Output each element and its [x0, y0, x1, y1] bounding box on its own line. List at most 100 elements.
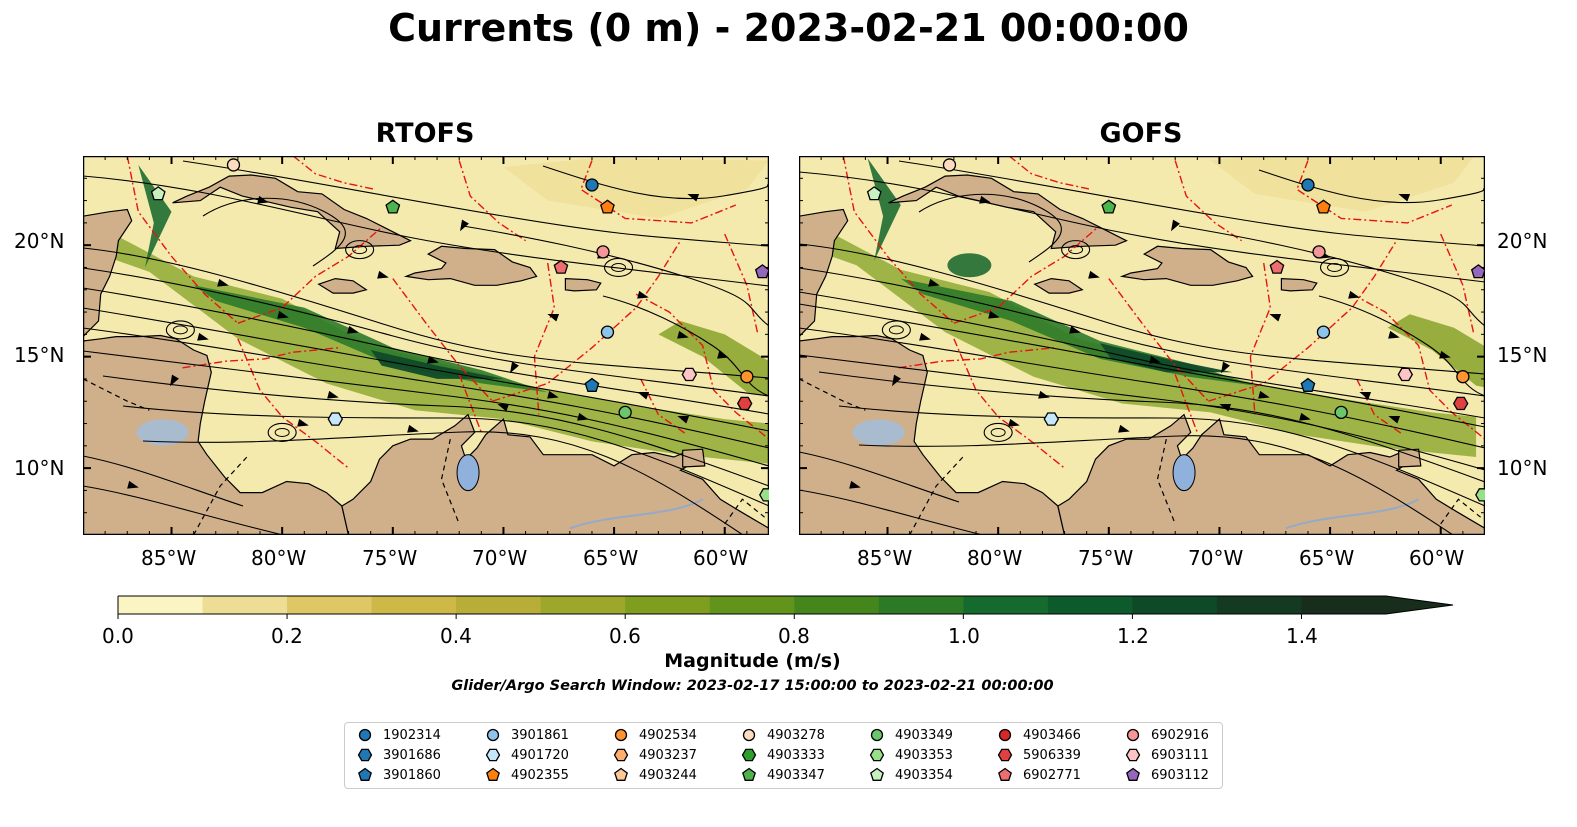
float-marker-4903353	[759, 488, 769, 502]
float-marker-6903111	[1397, 367, 1414, 382]
legend-marker	[614, 728, 628, 742]
streamline	[462, 225, 769, 327]
eez-boundary	[237, 338, 349, 469]
legend-entry: 6903111	[1125, 746, 1209, 764]
legend-marker	[741, 748, 757, 762]
legend-entry: 1902314	[357, 726, 441, 744]
legend-marker-circle-icon	[870, 728, 884, 742]
legend-marker-pentagon-icon	[998, 767, 1012, 781]
eez-boundary	[953, 338, 1065, 469]
streamline	[83, 247, 769, 379]
streamline-arrowhead	[1258, 390, 1270, 399]
streamline-arrowhead	[347, 325, 359, 334]
colorbar-segment	[456, 596, 542, 614]
eez-boundary	[1174, 374, 1198, 433]
streamline-eddy	[172, 325, 188, 335]
eez-boundary	[237, 226, 383, 324]
eez-boundary	[1356, 378, 1404, 436]
colorbar-extend-arrow	[1386, 596, 1453, 614]
streamline-arrowhead	[497, 403, 510, 412]
streamline-arrowhead	[427, 355, 439, 364]
river-line	[569, 498, 704, 530]
legend-entry: 4902534	[613, 726, 697, 744]
colorbar-tick-label: 1.2	[1117, 624, 1149, 648]
x-tick-label: 85°W	[141, 546, 197, 570]
colorbar-tick-label: 0.0	[102, 624, 134, 648]
y-tick-label: 10°N	[1497, 456, 1548, 480]
float-marker-5906339	[1452, 396, 1469, 411]
map-frame	[83, 156, 769, 535]
float-marker-3901860	[584, 377, 600, 392]
eez-boundary	[392, 278, 493, 402]
float-marker-4903349	[1334, 405, 1348, 420]
rtofs-current-map	[83, 156, 769, 535]
streamline	[83, 455, 244, 507]
legend-marker	[613, 748, 629, 762]
y-tick-label: 20°N	[1497, 229, 1548, 253]
float-marker-4902534	[740, 370, 754, 384]
legend-label: 4903347	[767, 767, 825, 783]
colorbar-segment	[794, 596, 880, 614]
float-marker-3901861	[1316, 325, 1331, 339]
streamline	[799, 451, 960, 503]
streamline-arrowhead	[988, 310, 1000, 319]
legend-label: 3901686	[383, 747, 441, 763]
eez-boundary	[953, 226, 1099, 324]
legend-marker	[869, 748, 885, 762]
legend-label: 4902355	[511, 767, 569, 783]
legend-marker	[998, 767, 1012, 781]
legend-marker-pentagon-icon	[486, 767, 500, 781]
colorbar-segment	[709, 596, 795, 614]
search-window-caption: Glider/Argo Search Window: 2023-02-17 15…	[451, 678, 1054, 694]
streamline	[799, 489, 985, 535]
streamline-arrowhead	[717, 350, 729, 359]
legend-label: 4903333	[767, 747, 825, 763]
legend-entry: 4903333	[741, 746, 825, 764]
legend-marker	[1126, 728, 1140, 742]
streamline-arrowhead	[1149, 355, 1161, 364]
eez-boundary	[533, 262, 556, 415]
legend-marker-pentagon-icon	[358, 767, 372, 781]
colorbar-segment	[963, 596, 1049, 614]
float-marker-4903278	[942, 158, 957, 172]
current-speed-band	[1100, 343, 1233, 373]
streamline-arrowhead	[637, 290, 649, 299]
legend-marker	[870, 728, 884, 742]
legend-entry: 4903244	[613, 766, 697, 784]
streamline-arrowhead	[297, 418, 309, 427]
eez-boundary	[1296, 160, 1453, 224]
eez-boundary	[458, 160, 526, 242]
streamline-arrowhead	[1348, 290, 1360, 299]
legend-marker	[358, 767, 372, 781]
streamline-arrowhead	[327, 390, 339, 399]
legend-entry: 4903466	[997, 726, 1081, 744]
streamline-eddy	[1319, 257, 1350, 278]
legend-marker	[997, 748, 1013, 762]
streamline	[83, 307, 769, 432]
streamline-arrowhead	[1221, 361, 1230, 374]
legend-marker	[1126, 767, 1140, 781]
x-tick-label: 80°W	[251, 546, 307, 570]
country-border	[1440, 498, 1481, 525]
legend-entry: 4902355	[485, 766, 569, 784]
float-marker-4903347	[1101, 199, 1117, 214]
x-tick-label: 75°W	[362, 546, 418, 570]
eez-boundary	[1108, 278, 1209, 402]
eez-boundary	[1174, 160, 1242, 242]
colorbar-segment	[540, 596, 626, 614]
eez-boundary	[292, 156, 376, 191]
streamline-arrowhead	[217, 278, 229, 287]
streamline	[83, 287, 769, 415]
legend-entry: 5906339	[997, 746, 1081, 764]
streamline-arrowhead	[1269, 313, 1282, 322]
country-border	[440, 438, 460, 525]
legend-marker-pentagon-icon	[1126, 767, 1140, 781]
eez-boundary	[724, 233, 759, 335]
streamline-arrowhead	[849, 480, 861, 489]
current-speed-band	[503, 158, 769, 219]
legend-entry: 4903347	[741, 766, 825, 784]
gofs-panel-title: GOFS	[1099, 118, 1183, 149]
x-tick-label: 60°W	[693, 546, 749, 570]
streamline-arrowhead	[1388, 330, 1400, 339]
eez-boundary	[842, 156, 955, 324]
